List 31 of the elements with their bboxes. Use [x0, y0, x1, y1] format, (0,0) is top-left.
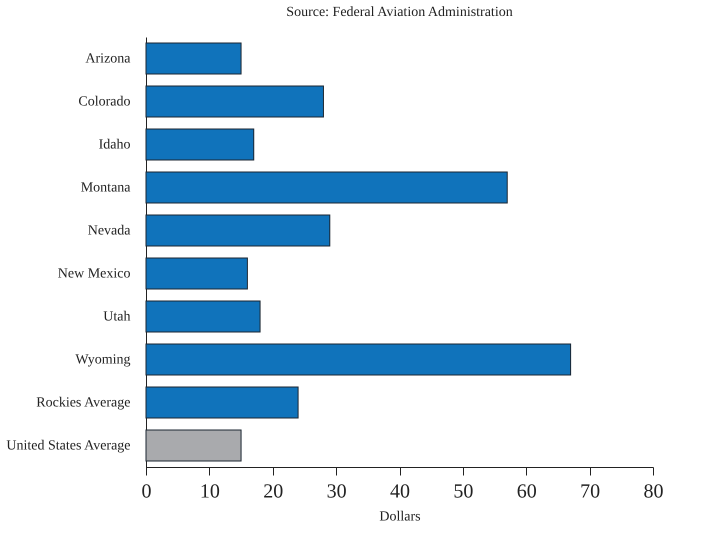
bar	[146, 42, 242, 74]
x-tick-label: 50	[453, 480, 474, 502]
y-tick-label: Idaho	[98, 138, 130, 152]
x-tick-label: 0	[142, 480, 152, 502]
bar	[146, 128, 254, 160]
x-tick-label: 20	[263, 480, 284, 502]
bar	[146, 214, 330, 246]
y-tick-label: Colorado	[78, 94, 130, 110]
y-tick-label: Wyoming	[75, 352, 130, 368]
chart-subtitle: Source: Federal Aviation Administration	[286, 5, 513, 20]
x-tick-label: 40	[390, 480, 410, 502]
bar	[146, 300, 261, 332]
x-tick-label: 30	[326, 480, 347, 502]
y-tick-label: Arizona	[85, 52, 132, 66]
y-tick-label: Nevada	[88, 224, 132, 238]
y-tick-label: United States Average	[6, 438, 130, 454]
x-tick-label: 80	[644, 480, 664, 502]
bar	[146, 386, 299, 418]
x-axis-title: Dollars	[379, 510, 421, 524]
y-tick-label: Rockies Average	[36, 396, 130, 410]
x-tick-label: 70	[580, 480, 600, 502]
bar	[146, 86, 324, 118]
y-tick-label: Montana	[80, 180, 132, 196]
y-tick-label: Utah	[103, 310, 130, 324]
x-tick-label: 60	[516, 480, 537, 502]
bar	[146, 430, 242, 462]
bar	[146, 344, 572, 376]
x-tick-label: 10	[200, 480, 220, 502]
bar	[146, 172, 508, 204]
bar	[146, 258, 248, 290]
y-tick-label: New Mexico	[58, 266, 130, 282]
